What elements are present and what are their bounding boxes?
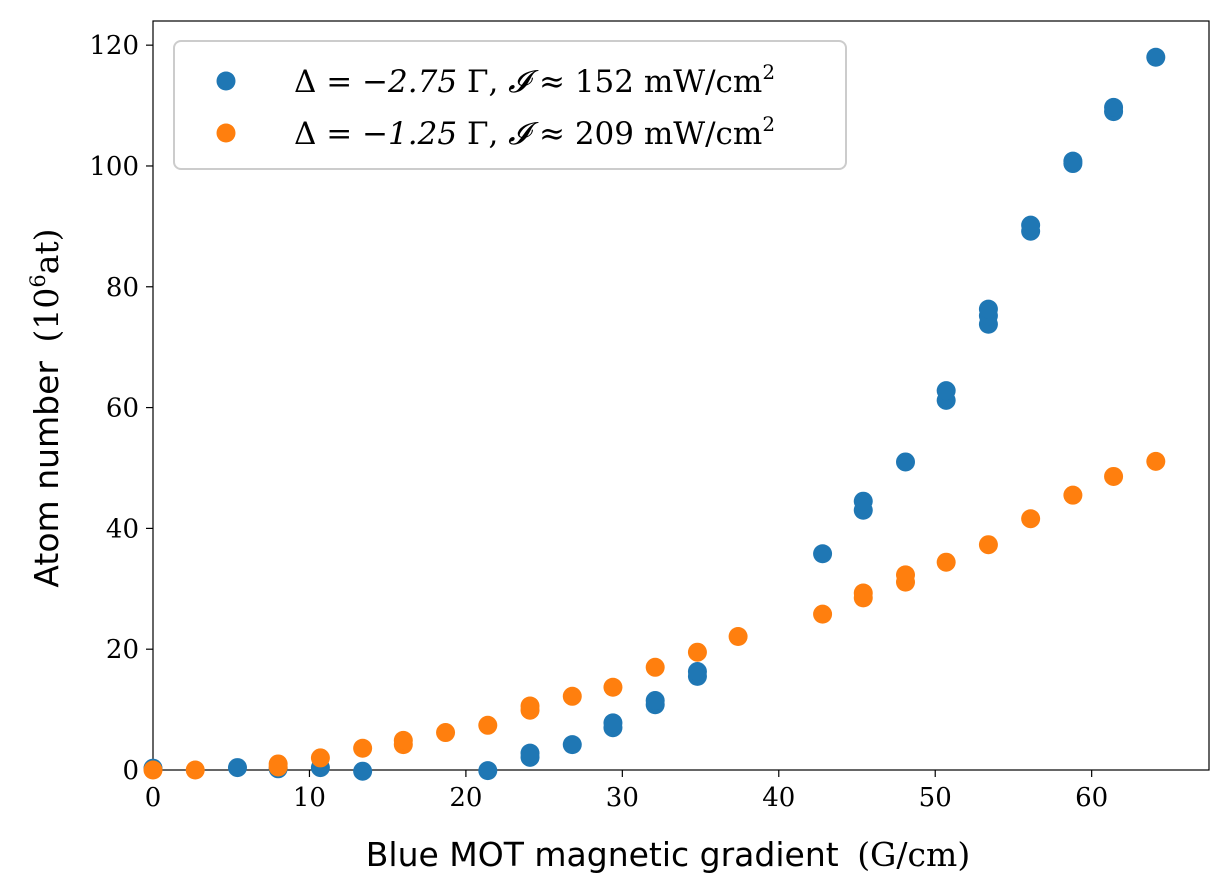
data-point [310,748,330,768]
series-1 [143,47,1166,781]
data-point [645,691,665,711]
data-point [1063,151,1083,171]
y-tick-label: 120 [89,31,139,61]
axes-frame [152,20,1210,771]
data-point [853,583,873,603]
data-point [813,604,833,624]
legend-label-series-1: Δ = −2.75 Γ, 𝓘 ≈ 152 mW/cm2 [294,60,775,100]
series-2 [143,451,1166,780]
x-axis-title: Blue MOT magnetic gradient (G/cm) [366,835,970,874]
data-point [603,677,623,697]
data-point [978,535,998,555]
data-point [520,696,540,716]
data-point [353,738,373,758]
data-point [687,642,707,662]
legend-label-series-2: Δ = −1.25 Γ, 𝓘 ≈ 209 mW/cm2 [294,112,775,152]
data-point [728,627,748,647]
series-layer [143,47,1166,781]
x-axis: 0 10 20 30 40 50 60 [145,770,1108,813]
y-tick-label: 20 [106,635,139,665]
data-point [520,743,540,763]
data-point [562,686,582,706]
y-tick-label: 0 [122,756,139,786]
data-point [353,761,373,781]
legend: Δ = −2.75 Γ, 𝓘 ≈ 152 mW/cm2 Δ = −1.25 Γ,… [173,40,847,170]
data-point [936,381,956,401]
data-point [853,491,873,511]
data-point [1146,47,1166,67]
data-point [268,754,288,774]
x-tick-label: 0 [145,783,162,813]
data-point [936,552,956,572]
data-point [436,723,456,743]
x-tick-label: 20 [449,783,482,813]
data-point [896,565,915,585]
data-point [478,761,498,781]
data-point [1021,215,1041,235]
data-point [896,452,915,472]
data-point [603,713,623,733]
data-point [393,730,413,750]
data-point [687,662,707,682]
plot-area [152,20,1210,771]
data-point [1021,509,1041,529]
data-point [143,760,163,780]
x-tick-label: 60 [1075,783,1108,813]
data-point [1146,451,1166,471]
data-point [1104,97,1124,117]
data-point [227,758,247,778]
data-point [478,715,498,735]
x-tick-label: 40 [762,783,795,813]
data-point [978,299,998,319]
legend-frame [173,40,847,170]
legend-marker-series-1 [216,71,236,91]
data-point [1063,485,1083,505]
legend-marker-series-2 [216,123,236,143]
y-axis-title: Atom number (106at) [26,228,66,587]
y-tick-label: 80 [106,273,139,303]
x-tick-label: 10 [293,783,326,813]
data-point [562,735,582,755]
x-tick-label: 50 [919,783,952,813]
y-tick-label: 40 [106,514,139,544]
data-point [645,657,665,677]
y-tick-label: 100 [89,152,139,182]
x-tick-label: 30 [606,783,639,813]
data-point [185,760,205,780]
y-tick-label: 60 [106,394,139,424]
data-point [1104,466,1124,486]
y-axis: 0 20 40 60 80 100 120 [89,31,153,786]
data-point [813,544,833,564]
